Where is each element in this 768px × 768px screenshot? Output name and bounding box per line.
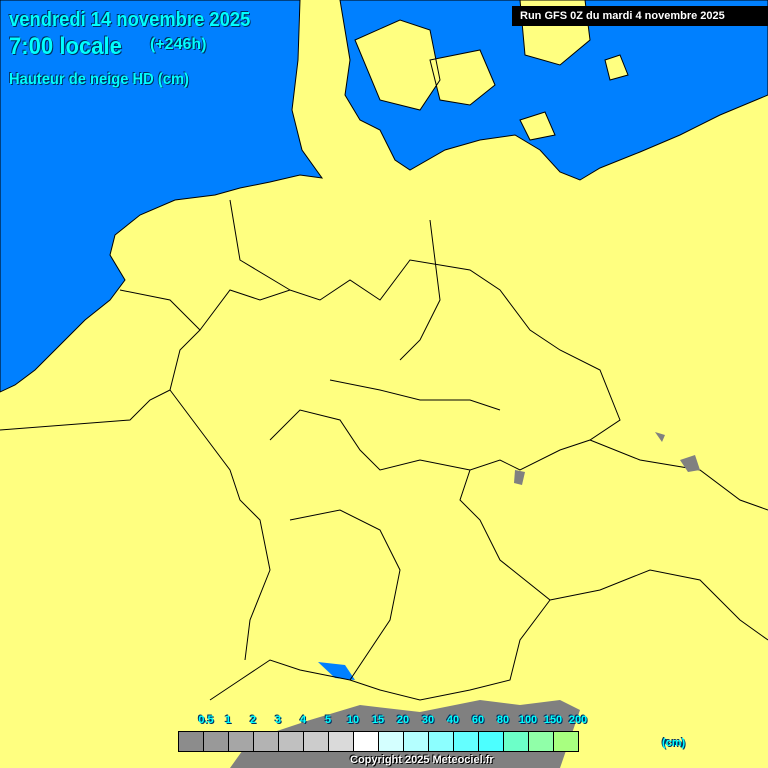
- legend-label: 3: [274, 714, 282, 726]
- forecast-date: vendredi 14 novembre 2025: [9, 9, 251, 31]
- legend-label: 4: [299, 714, 307, 726]
- legend-swatch: [354, 732, 379, 751]
- legend-unit: (cm): [662, 737, 686, 749]
- legend-swatch: [179, 732, 204, 751]
- legend-swatch: [429, 732, 454, 751]
- color-legend: [178, 731, 579, 752]
- legend-swatch: [204, 732, 229, 751]
- legend-swatch: [254, 732, 279, 751]
- legend-swatch: [454, 732, 479, 751]
- legend-label: 150: [543, 714, 563, 726]
- forecast-hour: 7:00 locale: [9, 33, 122, 60]
- legend-label: 200: [568, 714, 588, 726]
- legend-swatch: [304, 732, 329, 751]
- baltic-sea: [339, 0, 768, 181]
- legend-label: 40: [446, 714, 460, 726]
- legend-swatch: [554, 732, 578, 751]
- legend-swatch: [479, 732, 504, 751]
- borders: [0, 199, 768, 701]
- legend-label: 1: [224, 714, 232, 726]
- legend-swatch: [379, 732, 404, 751]
- legend-label: 20: [396, 714, 410, 726]
- lead-time: (+246h): [150, 36, 207, 53]
- legend-label: 80: [496, 714, 510, 726]
- legend-swatch: [504, 732, 529, 751]
- legend-swatch: [279, 732, 304, 751]
- legend-label: 0.5: [198, 714, 214, 726]
- legend-label: 60: [471, 714, 485, 726]
- legend-swatch: [229, 732, 254, 751]
- legend-swatch: [329, 732, 354, 751]
- lake-constance: [318, 662, 355, 680]
- legend-swatch: [529, 732, 554, 751]
- legend-label: 2: [249, 714, 257, 726]
- legend-label: 15: [371, 714, 385, 726]
- model-run-label: Run GFS 0Z du mardi 4 novembre 2025: [512, 6, 768, 26]
- denmark-islands: [354, 0, 629, 141]
- legend-label: 10: [346, 714, 360, 726]
- parameter-title: Hauteur de neige HD (cm): [9, 71, 189, 88]
- north-sea: [0, 0, 324, 393]
- legend-swatch: [404, 732, 429, 751]
- copyright: Copyright 2025 Meteociel.fr: [350, 754, 494, 766]
- legend-label: 100: [518, 714, 538, 726]
- legend-label: 30: [421, 714, 435, 726]
- legend-label: 5: [324, 714, 332, 726]
